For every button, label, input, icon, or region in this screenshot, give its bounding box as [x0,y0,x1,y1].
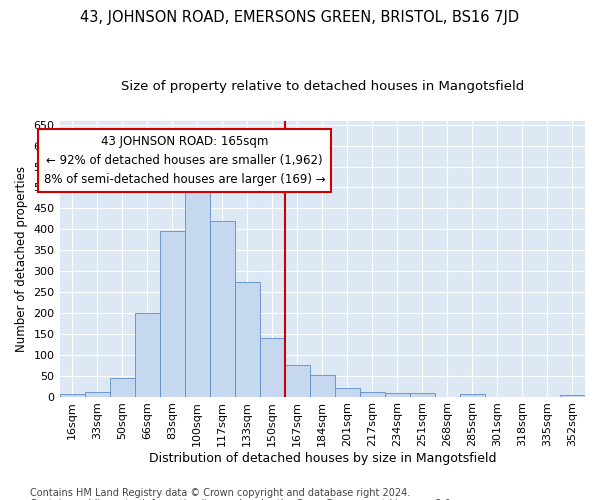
Y-axis label: Number of detached properties: Number of detached properties [15,166,28,352]
Bar [310,375,335,396]
Bar [110,378,134,396]
Text: Contains HM Land Registry data © Crown copyright and database right 2024.: Contains HM Land Registry data © Crown c… [30,488,410,498]
Bar [185,186,209,396]
Text: Contains public sector information licensed under the Open Government Licence v3: Contains public sector information licen… [30,499,454,500]
Bar [160,232,185,396]
Bar [235,282,260,397]
Bar [385,393,410,396]
Bar [209,221,235,396]
Bar [410,393,435,396]
Title: Size of property relative to detached houses in Mangotsfield: Size of property relative to detached ho… [121,80,524,93]
Bar [260,338,285,396]
Text: 43 JOHNSON ROAD: 165sqm
← 92% of detached houses are smaller (1,962)
8% of semi-: 43 JOHNSON ROAD: 165sqm ← 92% of detache… [44,135,325,186]
Bar [285,365,310,396]
Bar [134,313,160,396]
X-axis label: Distribution of detached houses by size in Mangotsfield: Distribution of detached houses by size … [149,452,496,465]
Bar [360,392,385,396]
Bar [85,392,110,396]
Bar [59,394,85,396]
Bar [460,394,485,396]
Text: 43, JOHNSON ROAD, EMERSONS GREEN, BRISTOL, BS16 7JD: 43, JOHNSON ROAD, EMERSONS GREEN, BRISTO… [80,10,520,25]
Bar [335,388,360,396]
